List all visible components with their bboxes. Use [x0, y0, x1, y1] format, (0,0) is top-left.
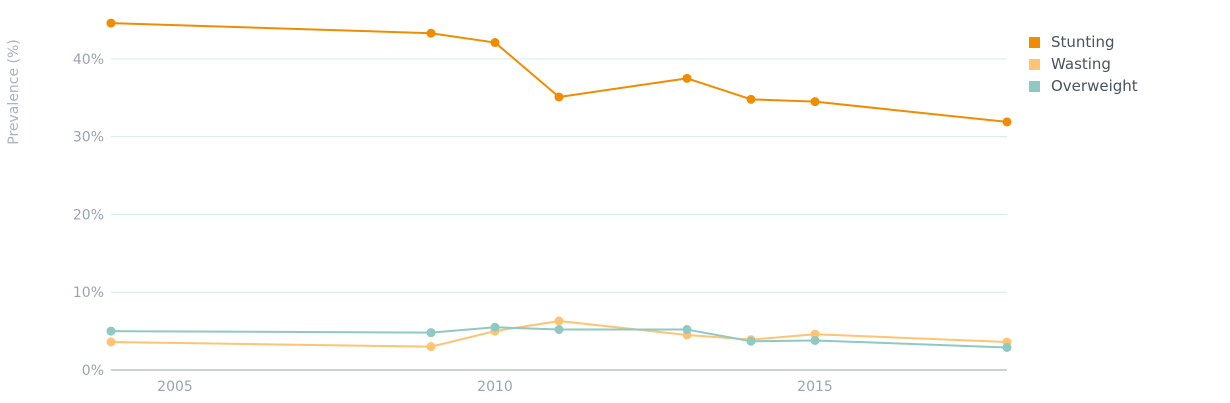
data-point-overweight[interactable]: [490, 322, 500, 332]
legend-label-overweight[interactable]: Overweight: [1051, 77, 1138, 95]
data-point-wasting[interactable]: [106, 337, 116, 347]
data-point-overweight[interactable]: [682, 325, 692, 335]
legend-swatch-overweight: [1029, 81, 1040, 92]
legend-label-stunting[interactable]: Stunting: [1051, 33, 1115, 51]
x-tick-label: 2005: [157, 379, 193, 395]
y-tick-label: 0%: [82, 363, 104, 379]
y-axis-title: Prevalence (%): [6, 39, 22, 145]
data-point-overweight[interactable]: [426, 328, 436, 338]
data-point-stunting[interactable]: [1002, 117, 1012, 127]
data-point-stunting[interactable]: [746, 94, 756, 104]
series-layer: [106, 18, 1012, 352]
grid: [111, 58, 1007, 293]
data-point-stunting[interactable]: [490, 38, 500, 48]
data-point-stunting[interactable]: [554, 92, 564, 102]
data-point-overweight[interactable]: [810, 335, 820, 345]
series-line-overweight: [110, 326, 1008, 349]
legend-label-wasting[interactable]: Wasting: [1051, 55, 1111, 73]
data-point-stunting[interactable]: [810, 97, 820, 107]
series-line-stunting: [110, 22, 1008, 123]
y-tick-label: 20%: [73, 207, 104, 223]
legend-swatch-wasting: [1029, 59, 1040, 70]
y-tick-label: 30%: [73, 130, 104, 146]
data-point-stunting[interactable]: [106, 18, 116, 28]
y-tick-label: 40%: [73, 52, 104, 68]
data-point-wasting[interactable]: [810, 329, 820, 339]
legend: Stunting Wasting Overweight: [1029, 33, 1138, 95]
series-line-wasting: [110, 320, 1008, 348]
data-point-wasting[interactable]: [554, 316, 564, 326]
data-point-overweight[interactable]: [746, 336, 756, 346]
data-point-overweight[interactable]: [1002, 342, 1012, 352]
data-point-overweight[interactable]: [106, 326, 116, 336]
y-tick-label: 10%: [73, 285, 104, 301]
x-tick-label: 2015: [797, 379, 833, 395]
data-point-stunting[interactable]: [426, 28, 436, 38]
data-point-stunting[interactable]: [682, 73, 692, 83]
data-point-wasting[interactable]: [426, 342, 436, 352]
data-point-overweight[interactable]: [554, 325, 564, 335]
x-tick-label: 2010: [477, 379, 513, 395]
legend-swatch-stunting: [1029, 37, 1040, 48]
axes: 0% 10% 20% 30% 40% 2005 2010 2015: [73, 52, 1007, 395]
